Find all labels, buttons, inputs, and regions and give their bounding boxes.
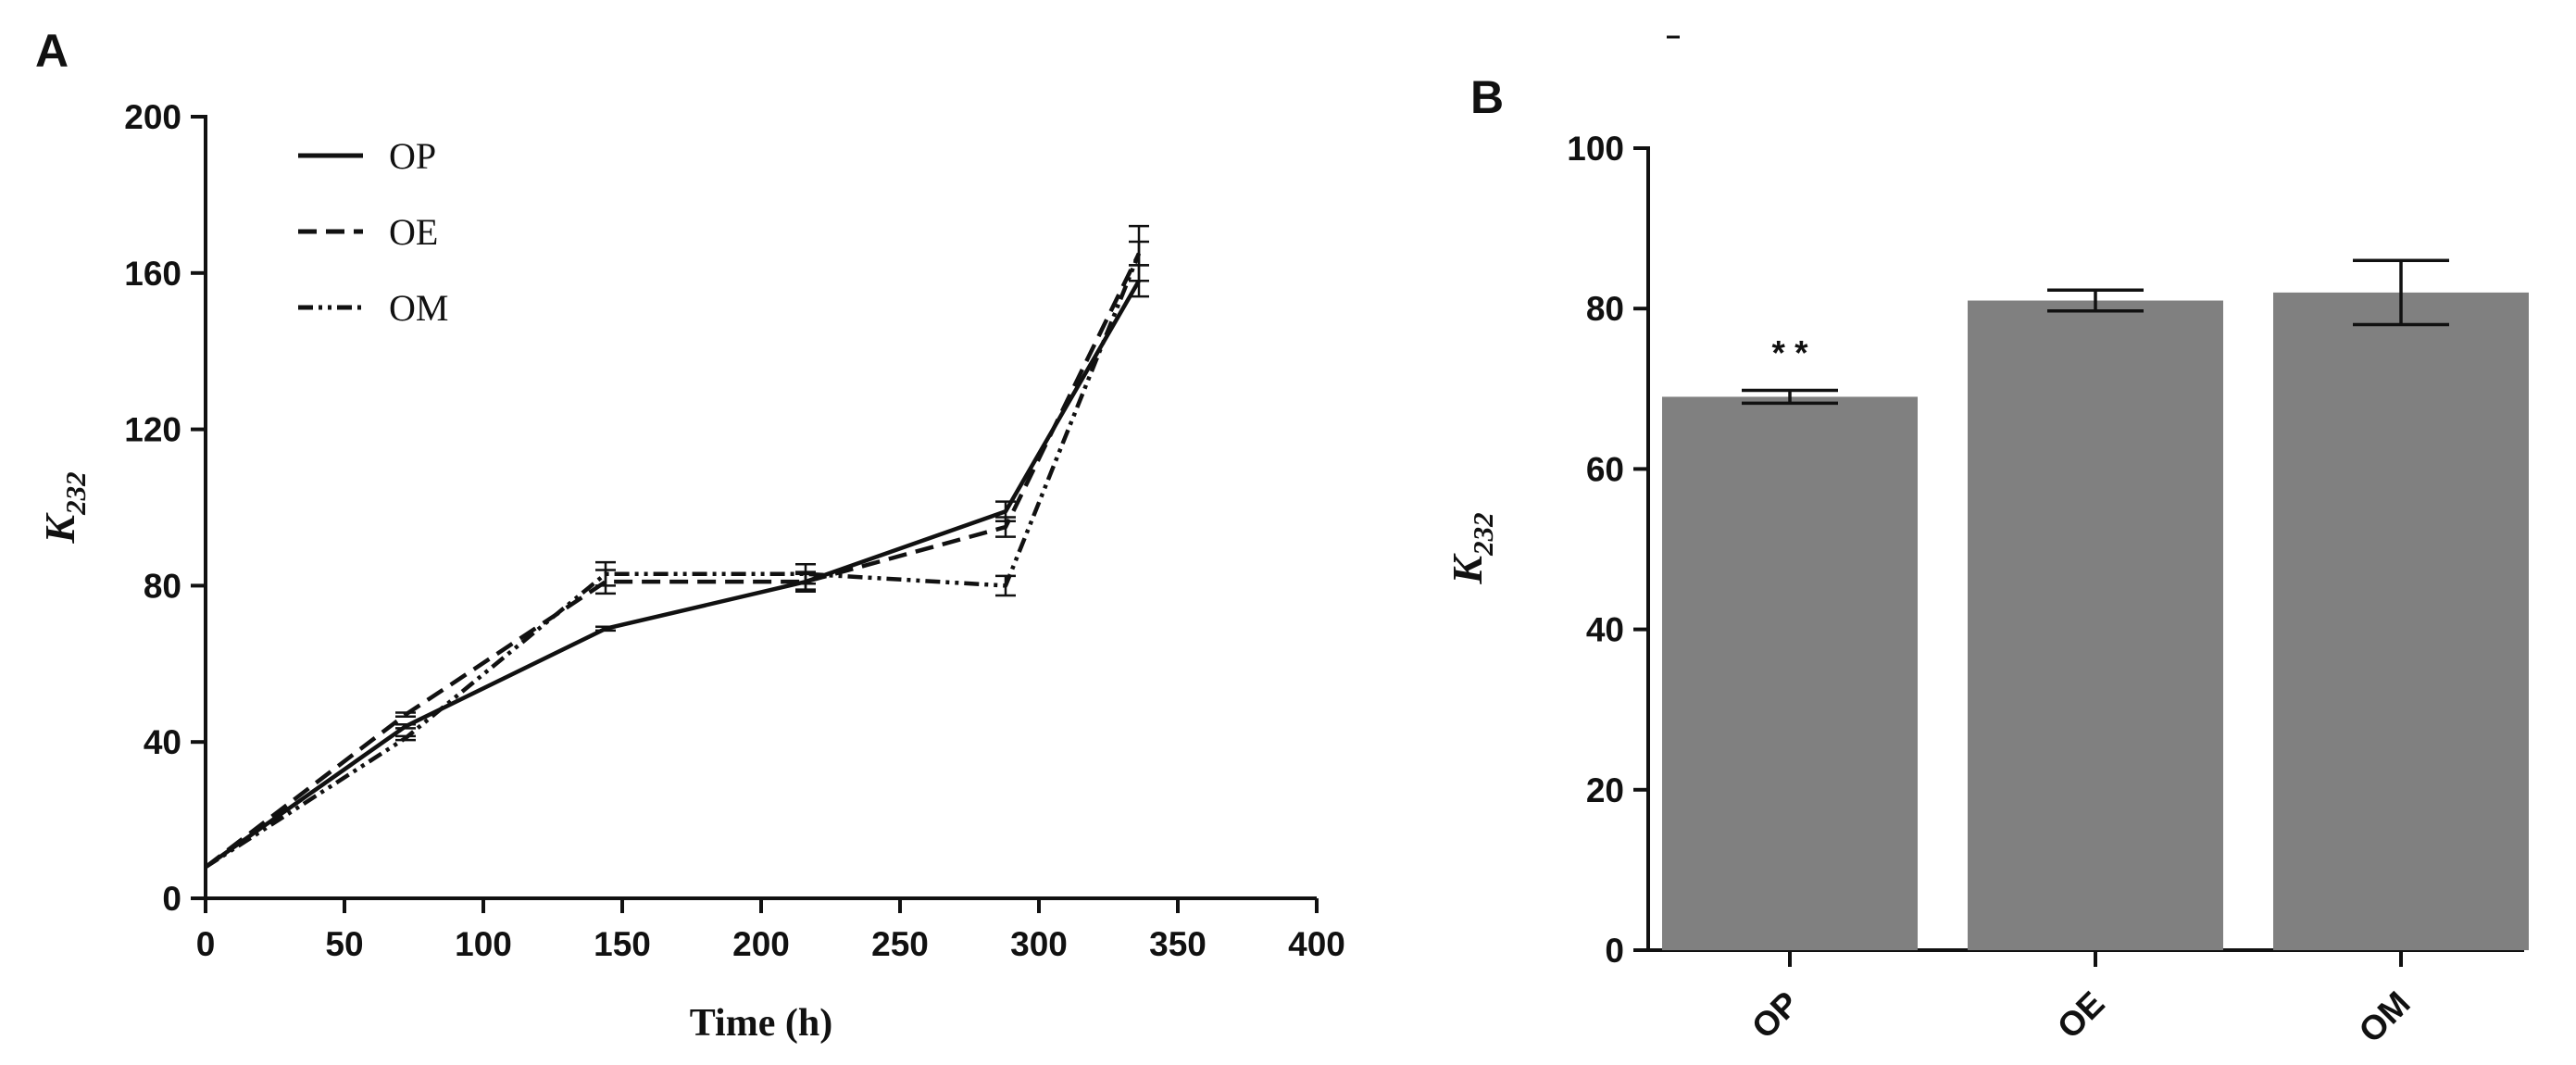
x-tick-label: 100: [455, 925, 512, 963]
x-tick-label-om: OM: [2352, 984, 2418, 1050]
error-bar-om: [995, 574, 1016, 597]
legend-label-op: OP: [389, 135, 436, 177]
panel-b-y-ticks: 0 20 40 60 80 100: [1567, 130, 1648, 970]
panel-a-x-ticks: 0 50 100 150 200 250 300 350 400: [196, 898, 1345, 963]
y-tick-label: 120: [124, 411, 181, 449]
panel-a-axes: [204, 115, 1317, 900]
error-bar-om: [1129, 224, 1149, 282]
panel-a-legend: OP OE OM: [298, 135, 448, 329]
series-line-op: [204, 280, 1141, 870]
panel-b-bars: [1662, 258, 2529, 951]
panel-a-letter: A: [35, 25, 69, 77]
x-tick-label: 250: [871, 925, 929, 963]
x-tick-label: 200: [732, 925, 790, 963]
legend-entry-oe: OE: [298, 211, 438, 253]
bar-om: [2273, 292, 2529, 950]
error-bar-om: [595, 560, 616, 587]
significance-annotation: * *: [1771, 334, 1808, 372]
y-tick-label: 80: [1586, 290, 1624, 328]
panel-b-x-ticks: OP OE OM: [1744, 950, 2418, 1050]
y-tick-label: 160: [124, 255, 181, 293]
error-bar-oe: [395, 711, 416, 719]
series-line-om: [204, 252, 1142, 870]
x-tick-label-oe: OE: [2050, 984, 2112, 1046]
error-bar-op: [395, 722, 416, 730]
x-tick-label: 50: [325, 925, 363, 963]
legend-label-oe: OE: [389, 211, 438, 253]
error-bar-oe: [2047, 288, 2144, 313]
panel-a: A 0 40 80 120 160 200 0 50 100 150 200 250 300 350 40…: [35, 25, 1345, 1045]
error-bar-om: [795, 562, 816, 585]
error-bar-oe: [995, 516, 1016, 538]
x-tick-label: 0: [196, 925, 216, 963]
panel-a-y-label: K232: [36, 471, 92, 544]
x-tick-label: 350: [1149, 925, 1207, 963]
y-tick-label: 0: [1605, 932, 1624, 970]
error-bar-op: [595, 625, 616, 633]
x-tick-label: 150: [594, 925, 651, 963]
y-tick-label: 80: [144, 567, 181, 605]
panel-a-y-ticks: 0 40 80 120 160 200: [124, 98, 206, 918]
y-tick-label: 40: [1586, 611, 1624, 649]
panel-b-y-label: K232: [1444, 512, 1499, 584]
y-tick-label: 60: [1586, 450, 1624, 488]
y-tick-label: 200: [124, 98, 181, 136]
legend-entry-op: OP: [298, 135, 436, 177]
error-bar-om: [395, 734, 416, 742]
series-line-oe: [204, 252, 1142, 870]
y-tick-label: 0: [162, 880, 181, 918]
panel-b: B 0 20 40 60 80 100 OP OE OM K232 * *: [1444, 71, 2529, 1050]
y-tick-label: 100: [1567, 130, 1624, 168]
y-tick-label: 40: [144, 723, 181, 761]
x-tick-label: 400: [1288, 925, 1345, 963]
error-bar-op: [1742, 388, 1838, 406]
bar-oe: [1968, 300, 2223, 950]
panel-a-x-label: Time (h): [690, 1002, 832, 1045]
panel-a-series: [204, 224, 1149, 870]
x-tick-label: 300: [1010, 925, 1068, 963]
legend-entry-om: OM: [298, 287, 448, 329]
y-tick-label: 20: [1586, 771, 1624, 809]
legend-label-om: OM: [389, 287, 448, 329]
x-tick-label-op: OP: [1744, 984, 1807, 1046]
panel-b-letter: B: [1470, 71, 1504, 123]
bar-op: [1662, 396, 1918, 951]
error-bar-om: [2353, 258, 2449, 327]
